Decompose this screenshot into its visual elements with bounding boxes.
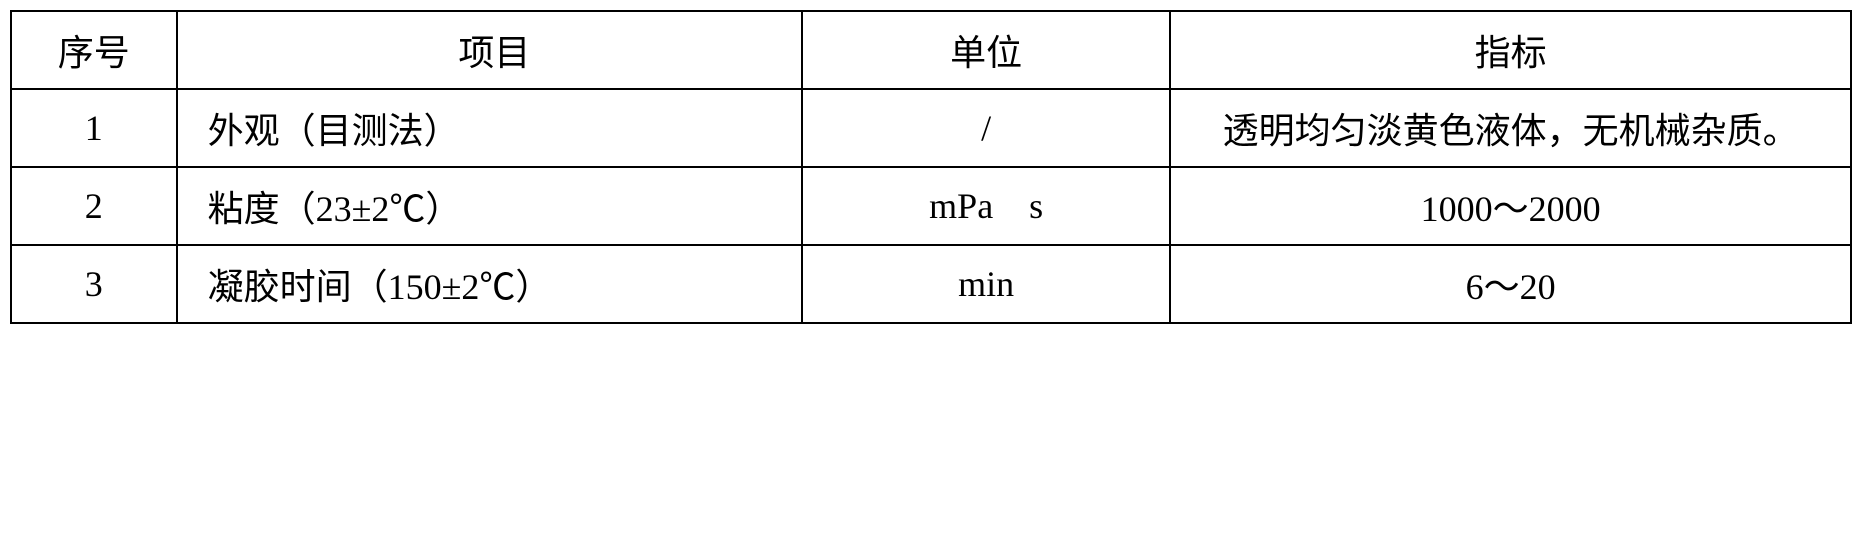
cell-unit: min [802, 245, 1170, 323]
header-unit: 单位 [802, 11, 1170, 89]
table-row: 1 外观（目测法） / 透明均匀淡黄色液体，无机械杂质。 [11, 89, 1851, 167]
cell-spec: 6～20 [1170, 245, 1851, 323]
header-spec: 指标 [1170, 11, 1851, 89]
cell-item: 凝胶时间（150±2℃） [177, 245, 803, 323]
cell-unit: mPa s [802, 167, 1170, 245]
spec-table: 序号 项目 单位 指标 1 外观（目测法） / 透明均匀淡黄色液体，无机械杂质。… [10, 10, 1852, 324]
cell-item: 粘度（23±2℃） [177, 167, 803, 245]
cell-index: 2 [11, 167, 177, 245]
table-row: 2 粘度（23±2℃） mPa s 1000～2000 [11, 167, 1851, 245]
table-row: 3 凝胶时间（150±2℃） min 6～20 [11, 245, 1851, 323]
cell-spec: 透明均匀淡黄色液体，无机械杂质。 [1170, 89, 1851, 167]
cell-unit: / [802, 89, 1170, 167]
header-index: 序号 [11, 11, 177, 89]
cell-item: 外观（目测法） [177, 89, 803, 167]
cell-index: 3 [11, 245, 177, 323]
header-item: 项目 [177, 11, 803, 89]
cell-spec: 1000～2000 [1170, 167, 1851, 245]
table-header-row: 序号 项目 单位 指标 [11, 11, 1851, 89]
cell-index: 1 [11, 89, 177, 167]
